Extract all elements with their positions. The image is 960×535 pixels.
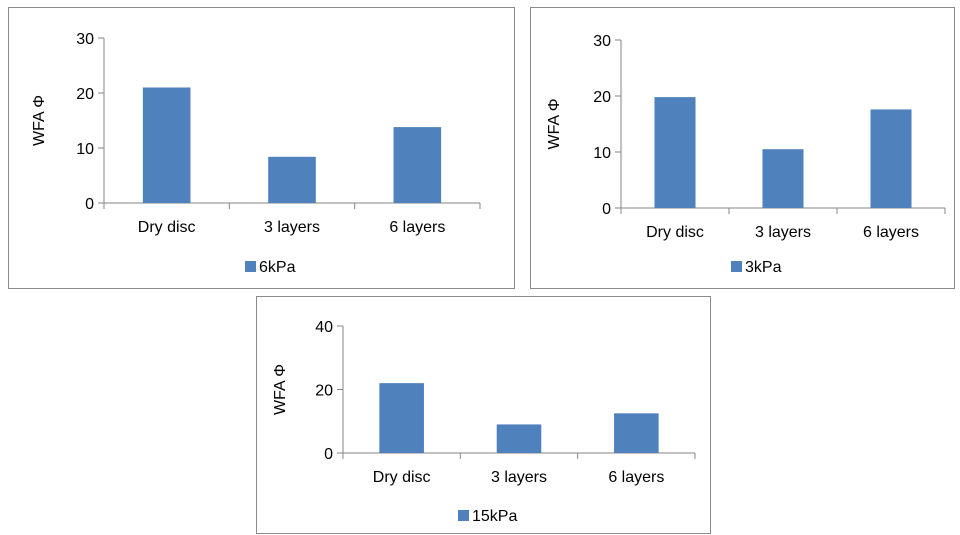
x-tick-label: Dry disc (373, 469, 431, 486)
y-axis-title: WFA Φ (272, 364, 289, 415)
x-tick-label: 6 layers (389, 219, 445, 236)
bar (614, 413, 659, 453)
x-tick-label: 6 layers (863, 224, 919, 241)
y-tick-label: 10 (593, 145, 611, 162)
y-tick-label: 30 (593, 33, 611, 50)
x-tick-label: 3 layers (755, 224, 811, 241)
bar-chart-3kpa: 0 10 20 30 Dry disc 3 layers 6 layers WFA Φ 3kPa (546, 33, 946, 276)
bar (393, 127, 442, 203)
legend-label: 3kPa (745, 259, 782, 276)
x-tick-label: 6 layers (608, 469, 664, 486)
y-tick-label: 0 (324, 446, 333, 463)
bar (870, 109, 912, 208)
bar (762, 149, 804, 208)
bar (142, 87, 191, 203)
x-tick-label: Dry disc (646, 224, 704, 241)
bar-chart-15kpa: 0 20 40 Dry disc 3 layers 6 layers WFA Φ 15kPa (272, 319, 696, 525)
y-tick-label: 0 (85, 196, 94, 213)
y-axis-title: WFA Φ (31, 95, 48, 146)
y-tick-label: 10 (76, 141, 94, 158)
y-tick-label: 40 (315, 319, 333, 336)
x-tick-label: 3 layers (491, 469, 547, 486)
y-tick-label: 0 (602, 201, 611, 218)
legend-swatch (245, 261, 256, 272)
bar (268, 156, 316, 203)
y-tick-label: 30 (76, 31, 94, 48)
chart-panel-3kpa: 0 10 20 30 Dry disc 3 layers 6 layers WFA Φ 3kPa (530, 7, 955, 289)
legend-swatch (731, 261, 742, 272)
bar (496, 424, 542, 453)
legend-swatch (458, 510, 469, 521)
x-tick-label: Dry disc (138, 219, 196, 236)
bar (654, 97, 696, 208)
chart-panel-15kpa: 0 20 40 Dry disc 3 layers 6 layers WFA Φ 15kPa (256, 296, 711, 534)
y-tick-label: 20 (76, 86, 94, 103)
bar-chart-6kpa: 0 10 20 30 Dry disc 3 layers 6 layers WFA Φ 6kPa (31, 31, 481, 276)
bar (379, 383, 424, 453)
x-tick-label: 3 layers (264, 219, 320, 236)
legend-label: 6kPa (259, 259, 296, 276)
y-tick-label: 20 (593, 89, 611, 106)
chart-panel-6kpa: 0 10 20 30 Dry disc 3 layers 6 layers WFA Φ 6kPa (8, 7, 515, 289)
y-tick-label: 20 (315, 383, 333, 400)
y-axis-title: WFA Φ (546, 99, 563, 150)
legend-label: 15kPa (472, 508, 517, 525)
